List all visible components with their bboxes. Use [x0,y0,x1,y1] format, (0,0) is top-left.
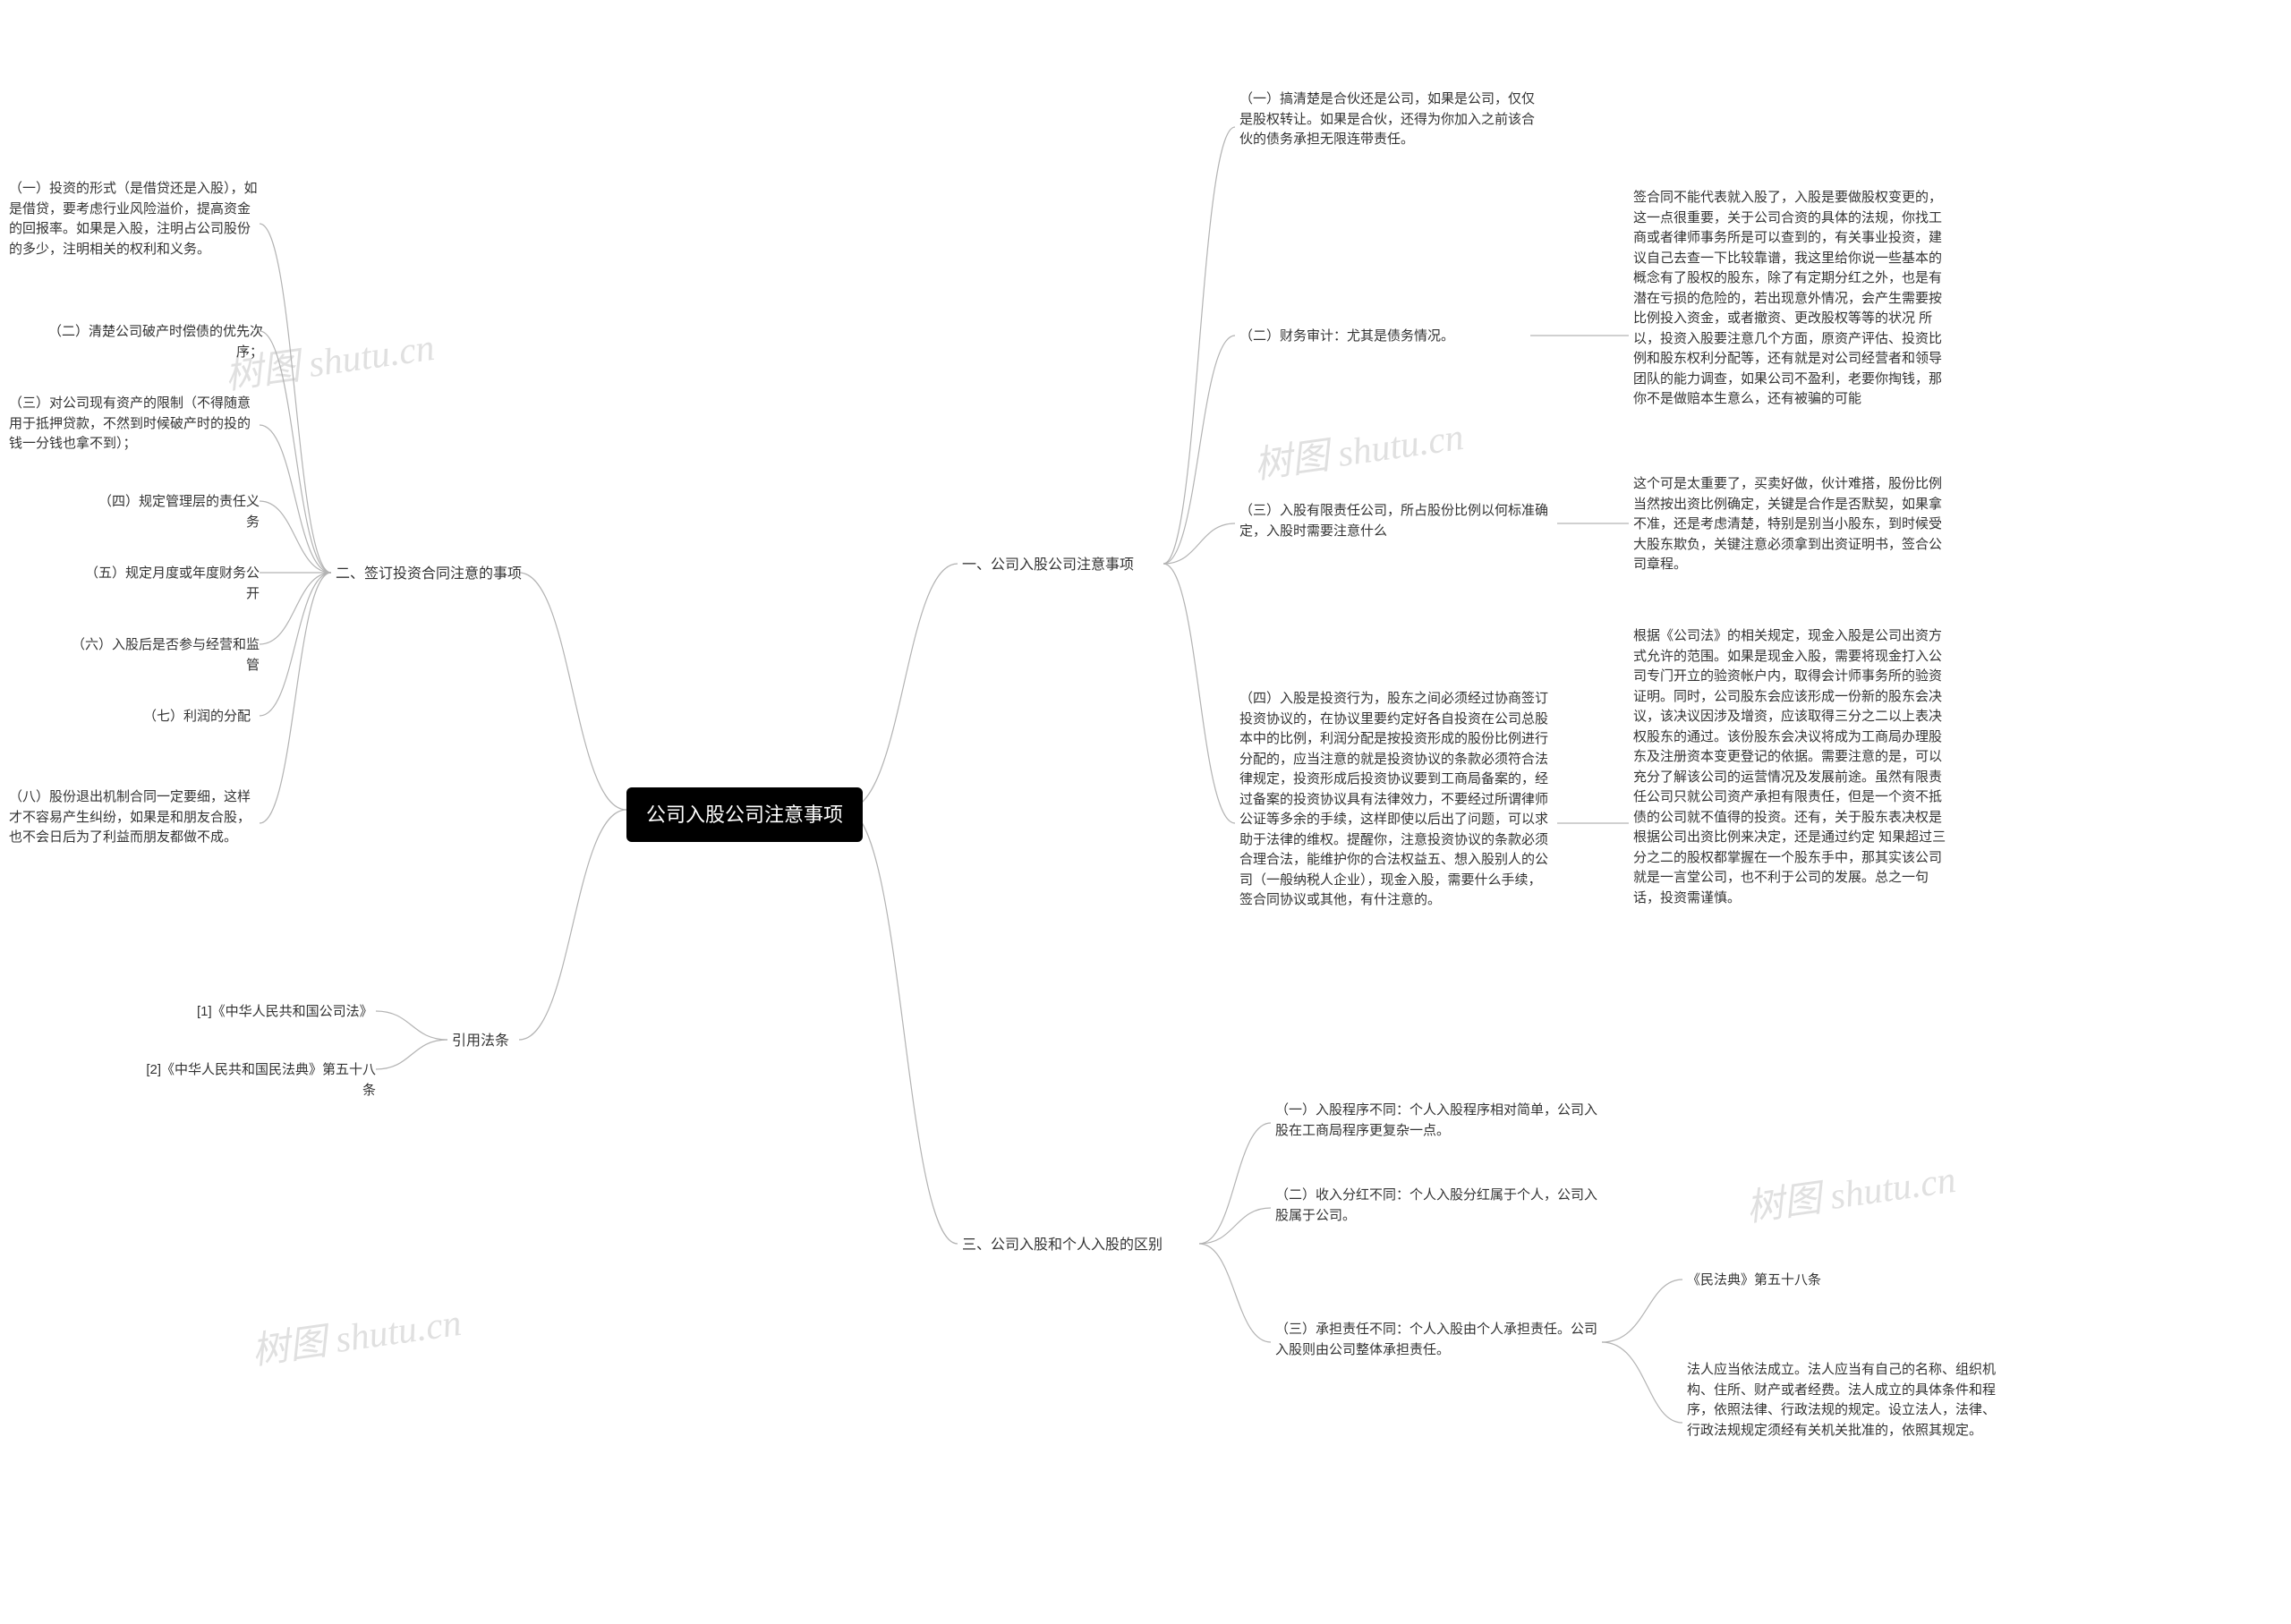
branch-section-1: 一、公司入股公司注意事项 [962,555,1134,576]
leaf-2-6: （六）入股后是否参与经营和监管 [63,635,260,676]
leaf-2-8: （八）股份退出机制合同一定要细，这样才不容易产生纠纷，如果是和朋友合股，也不会日… [9,787,260,848]
leaf-3-2: （二）收入分红不同：个人入股分红属于个人，公司入股属于公司。 [1275,1186,1597,1226]
leaf-1-3: （三）入股有限责任公司，所占股份比例以何标准确定，入股时需要注意什么 [1239,501,1553,541]
watermark: 树图 shutu.cn [248,1292,464,1375]
leaf-1-4-1: 根据《公司法》的相关规定，现金入股是公司出资方式允许的范围。如果是现金入股，需要… [1633,626,1946,908]
branch-section-2: 二、签订投资合同注意的事项 [336,564,522,585]
leaf-ref-1: [1]《中华人民共和国公司法》 [197,1002,373,1023]
leaf-3-3-2: 法人应当依法成立。法人应当有自己的名称、组织机构、住所、财产或者经费。法人成立的… [1687,1360,2000,1441]
leaf-2-1: （一）投资的形式（是借贷还是入股），如是借贷，要考虑行业风险溢价，提高资金的回报… [9,179,260,259]
watermark: 树图 shutu.cn [1250,406,1467,489]
leaf-1-1: （一）搞清楚是合伙还是公司，如果是公司，仅仅是股权转让。如果是合伙，还得为你加入… [1239,89,1535,150]
leaf-2-4: （四）规定管理层的责任义务 [89,492,260,532]
leaf-3-1: （一）入股程序不同：个人入股程序相对简单，公司入股在工商局程序更复杂一点。 [1275,1101,1597,1141]
leaf-1-4: （四）入股是投资行为，股东之间必须经过协商签订投资协议的，在协议里要约定好各自投… [1239,689,1553,911]
leaf-ref-2: [2]《中华人民共和国民法典》第五十八条 [134,1060,376,1101]
leaf-2-3: （三）对公司现有资产的限制（不得随意用于抵押贷款，不然到时候破产时的投的钱一分钱… [9,394,260,455]
leaf-1-3-1: 这个可是太重要了，买卖好做，伙计难搭，股份比例当然按出资比例确定，关键是合作是否… [1633,474,1946,575]
leaf-3-3-1: 《民法典》第五十八条 [1687,1271,1821,1291]
watermark: 树图 shutu.cn [1742,1149,1959,1232]
leaf-2-7: （七）利润的分配 [143,707,251,727]
leaf-2-2: （二）清楚公司破产时偿债的优先次序； [30,322,263,362]
leaf-1-2: （二）财务审计：尤其是债务情况。 [1239,327,1454,347]
leaf-3-3: （三）承担责任不同：个人入股由个人承担责任。公司入股则由公司整体承担责任。 [1275,1320,1597,1360]
leaf-2-5: （五）规定月度或年度财务公开 [81,564,260,604]
leaf-1-2-1: 签合同不能代表就入股了，入股是要做股权变更的，这一点很重要，关于公司合资的具体的… [1633,188,1946,410]
branch-section-3: 三、公司入股和个人入股的区别 [962,1235,1163,1256]
mindmap-root: 公司入股公司注意事项 [626,787,863,842]
branch-refs: 引用法条 [452,1031,509,1052]
